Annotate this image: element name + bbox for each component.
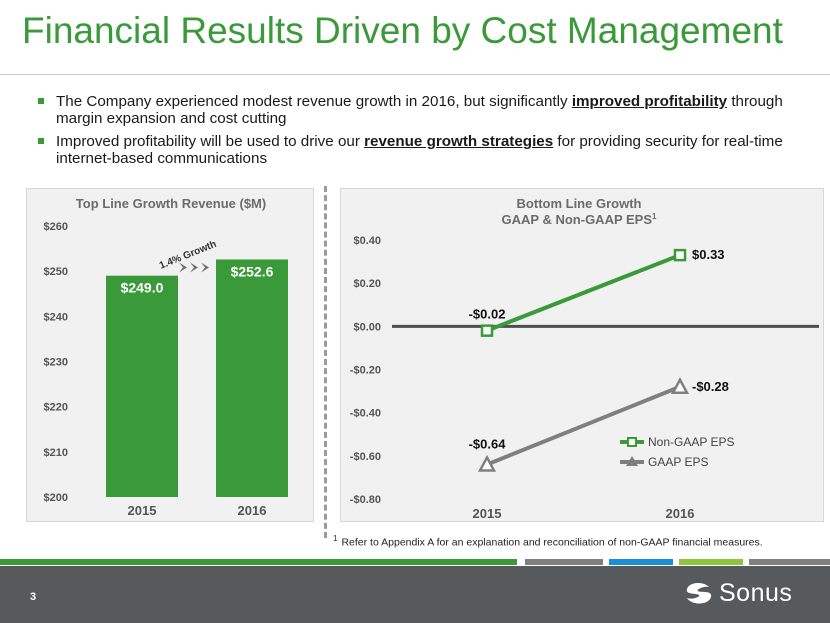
revenue-bar-chart: Top Line Growth Revenue ($M) $200 $210 $22… (44, 196, 288, 518)
bullet-square-icon (38, 138, 44, 144)
line-x-tick-label: 2015 (473, 506, 502, 521)
point-marker (480, 324, 494, 337)
line-y-tick-label: -$0.80 (350, 494, 381, 506)
chevron-right-icon (201, 262, 209, 273)
point-marker (673, 248, 687, 262)
bullet-emphasis: improved profitability (571, 93, 728, 110)
line-x-tick-label: 2016 (666, 506, 695, 521)
bullet-text: The Company experienced modest revenue g… (56, 93, 572, 110)
stripe-gray-end (749, 559, 830, 565)
bar-chart-title: Top Line Growth Revenue ($M) (76, 196, 266, 211)
line-chart-title-2-text: GAAP & Non-GAAP EPS (502, 212, 653, 227)
line-x-axis: 2015 2016 (473, 506, 695, 521)
footnote-marker: 1 (333, 534, 338, 543)
bar-value-label: $252.6 (231, 263, 274, 279)
bullet-item: Improved profitability will be used to d… (36, 133, 816, 167)
bar-y-tick-label: $260 (44, 221, 68, 233)
bar-series: $249.0 $252.6 (106, 259, 288, 497)
line-series: -$0.02 $0.33 -$0.64 -$0.28 (469, 247, 729, 472)
bar-y-tick-label: $240 (44, 311, 68, 323)
bullet-text: Improved profitability will be used to d… (56, 133, 365, 150)
data-label: -$0.02 (469, 307, 506, 322)
bullet-emphasis: revenue growth strategies (364, 133, 554, 150)
line-chart-title-2: GAAP & Non-GAAP EPS1 (502, 212, 657, 227)
line-legend: Non-GAAP EPS GAAP EPS (620, 435, 734, 469)
footer-stripes (0, 559, 830, 565)
footer-bar: 3 Sonus (0, 566, 830, 623)
bullet-text: for providing security for real-time int… (56, 133, 783, 167)
line-y-tick-label: $0.40 (353, 235, 381, 247)
bar-x-tick-label: 2016 (238, 503, 267, 518)
revenue-chart-panel: Top Line Growth Revenue ($M) $200 $210 $22… (26, 188, 314, 522)
legend-label: GAAP EPS (648, 455, 708, 469)
line-y-tick-label: -$0.40 (350, 408, 381, 420)
line-chart-title-1: Bottom Line Growth (517, 196, 642, 211)
bar-2016 (216, 259, 288, 497)
data-label: -$0.64 (469, 436, 507, 451)
page-number: 3 (30, 591, 37, 603)
growth-label: 1.4% Growth (158, 239, 218, 272)
slide-title: Financial Results Driven by Cost Managem… (22, 10, 783, 51)
title-divider (0, 74, 830, 75)
brand-name: Sonus (719, 579, 793, 607)
line-chart-title-superscript: 1 (652, 212, 657, 221)
footnote: 1 Refer to Appendix A for an explanation … (333, 534, 763, 549)
series-line-gaap (486, 384, 681, 467)
stripe-blue (609, 559, 673, 565)
stripe-green (0, 559, 517, 565)
bar-y-tick-label: $220 (44, 402, 68, 414)
series-line-non-gaap (486, 253, 681, 333)
sonus-logo: Sonus (683, 579, 792, 608)
chevron-right-icon (179, 262, 187, 273)
panel-divider (324, 186, 327, 538)
growth-annotation: 1.4% Growth (158, 239, 218, 273)
line-y-tick-label: $0.20 (353, 278, 381, 290)
data-label: -$0.28 (692, 379, 729, 394)
sonus-swirl-icon (686, 582, 712, 604)
bullet-square-icon (38, 98, 44, 104)
bar-y-tick-label: $230 (44, 357, 68, 369)
point-marker (670, 377, 690, 395)
stripe-gray (525, 559, 603, 565)
bullet-text: through margin expansion and cost cuttin… (56, 93, 783, 127)
bullet-list: The Company experienced modest revenue g… (36, 93, 816, 173)
eps-chart-panel: Bottom Line Growth GAAP & Non-GAAP EPS1 … (340, 188, 824, 522)
legend-marker (627, 437, 637, 447)
bar-x-axis: 2015 2016 (128, 503, 267, 518)
line-y-tick-label: $0.00 (353, 321, 381, 333)
line-y-tick-label: -$0.20 (350, 365, 381, 377)
footnote-text: Refer to Appendix A for an explanation a… (341, 536, 763, 549)
legend-label: Non-GAAP EPS (648, 435, 734, 449)
bar-2015 (106, 275, 178, 497)
bar-x-tick-label: 2015 (128, 503, 157, 518)
bullet-item: The Company experienced modest revenue g… (36, 93, 816, 127)
line-y-axis: -$0.80 -$0.60 -$0.40 -$0.20 $0.00 $0.20 $0.40 (350, 235, 819, 506)
line-y-tick-label: -$0.60 (350, 451, 381, 463)
bar-y-tick-label: $250 (44, 266, 68, 278)
point-marker (477, 454, 497, 472)
legend-marker (626, 456, 638, 466)
eps-line-chart: Bottom Line Growth GAAP & Non-GAAP EPS1 … (350, 196, 819, 521)
stripe-lime (679, 559, 743, 565)
bar-y-axis: $200 $210 $220 $230 $240 $250 $260 (44, 221, 68, 504)
data-label: $0.33 (692, 247, 725, 262)
bar-value-label: $249.0 (121, 280, 164, 296)
chevron-right-icon (190, 262, 198, 273)
bar-y-tick-label: $210 (44, 447, 68, 459)
bar-y-tick-label: $200 (44, 492, 68, 504)
